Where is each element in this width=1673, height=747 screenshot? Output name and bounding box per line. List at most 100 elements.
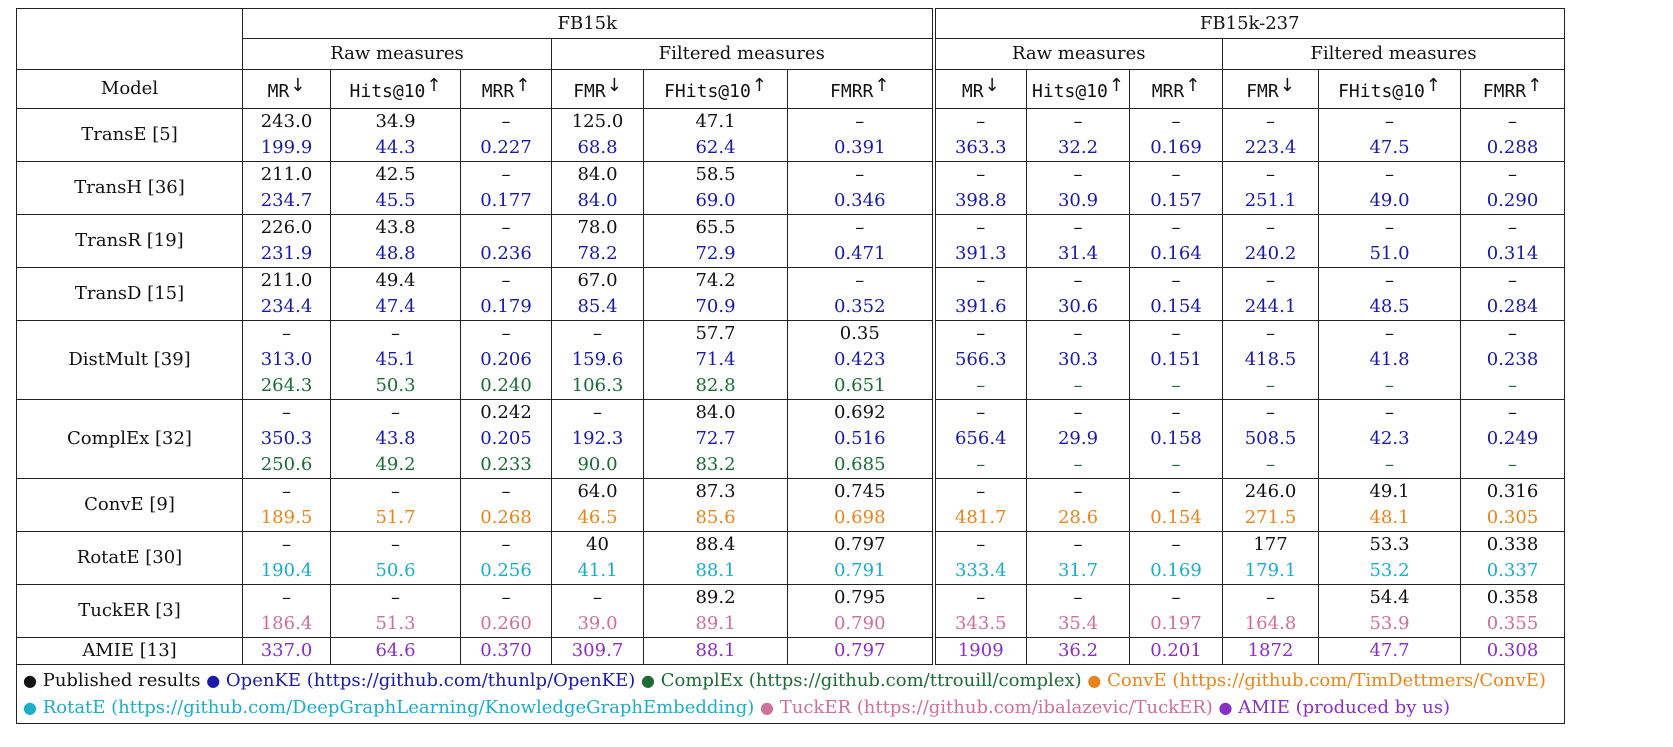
metric-value: – [501,587,511,608]
metric-value: 64.6 [375,640,416,661]
bullet-dot-icon: ● [23,671,37,690]
legend-text: AMIE (produced by us) [1238,697,1450,718]
metric-value: 0.164 [1150,243,1202,264]
metric-value: 250.6 [260,454,313,475]
legend-item: ● Published results [23,670,200,691]
metric-value: – [976,217,986,238]
metric-value: 41.8 [1369,349,1410,370]
metric-value: 30.9 [1057,190,1099,211]
metric-value: 51.0 [1369,243,1410,264]
metric-value: 65.5 [695,217,736,238]
metric-value: – [282,323,291,344]
metric-value: 43.8 [375,428,416,449]
metric-value: 243.0 [260,111,313,132]
metric-value: 36.2 [1057,640,1099,661]
metric-value: 350.3 [260,428,313,449]
metric-value: 42.3 [1369,428,1410,449]
metric-cell: 88.4 88.1 [643,531,788,585]
metric-value: – [1073,270,1083,291]
metric-value: 40 [586,534,609,555]
column-label: MR [961,81,984,102]
results-table: FB15k FB15k-237 Raw measures Filtered measu… [16,8,1565,724]
metric-cell: 0.692 0.516 0.685 [787,399,934,479]
metric-value: – [1171,375,1181,396]
metric-value: – [1171,323,1181,344]
metric-cell: – 39.0 [551,584,644,638]
table-row: TransR [19] 226.0 231.9 43.8 48.8–0.236 78.0 7… [16,214,1565,268]
metric-cell: – 418.5 – [1222,320,1319,400]
sort-direction-arrow-icon: ↑ [1527,75,1543,96]
sort-direction-arrow-icon: ↓ [984,75,1000,96]
metric-cell: 42.5 45.5 [330,161,461,215]
metric-value: – [1073,402,1083,423]
metric-cell: 78.0 78.2 [551,214,644,268]
metric-value: 45.1 [375,349,416,370]
metric-value: 0.692 [833,402,886,423]
metric-cell: – 41.8 – [1318,320,1461,400]
metric-value: 72.7 [695,428,736,449]
corner-cell [16,8,243,70]
metric-value: – [855,111,865,132]
metric-cell: – 398.8 [931,161,1027,215]
metric-value: 192.3 [571,428,624,449]
metric-value: – [593,402,602,423]
metric-value: 343.5 [954,613,1007,634]
metric-value: 391.6 [954,296,1007,317]
metric-cell: 211.0 234.4 [242,267,331,321]
metric-value: 0.260 [480,613,532,634]
metric-value: 57.7 [695,323,736,344]
metric-cell: – 0.288 [1460,108,1565,162]
metric-cell: – 0.154 [1129,478,1223,532]
metric-cell: 0.316 0.305 [1460,478,1565,532]
metric-value: – [1266,323,1275,344]
metric-cell: 211.0 234.7 [242,161,331,215]
metric-value: 0.242 [480,402,532,423]
metric-cell: – 51.3 [330,584,461,638]
metric-cell: – 391.6 [931,267,1027,321]
metric-value: 58.5 [695,164,736,185]
metric-cell: – 0.238 – [1460,320,1565,400]
metric-value: 47.1 [695,111,736,132]
metric-value: 85.4 [577,296,618,317]
group-header: Raw measures [931,38,1223,70]
metric-value: 0.305 [1486,507,1539,528]
metric-value: 0.201 [1150,640,1202,661]
metric-cell: – 50.6 [330,531,461,585]
metric-value: 1872 [1247,640,1294,661]
metric-cell: – 0.314 [1460,214,1565,268]
metric-value: – [1508,111,1517,132]
metric-value: – [1073,323,1083,344]
metric-cell: – 48.5 [1318,267,1461,321]
metric-value: 418.5 [1244,349,1297,370]
model-name: ConvE [9] [16,478,243,532]
metric-value: 0.169 [1150,137,1202,158]
metric-cell: 54.4 53.9 [1318,584,1461,638]
metric-cell: – 0.256 [460,531,552,585]
sort-direction-arrow-icon: ↓ [606,75,622,96]
metric-value: 90.0 [577,454,618,475]
metric-cell: 49.4 47.4 [330,267,461,321]
legend-cell: ● Published results ● OpenKE (https://gi… [16,664,1565,724]
metric-value: 49.1 [1369,481,1410,502]
metric-value: – [1073,217,1083,238]
metric-value: 69.0 [695,190,736,211]
metric-cell: – 333.4 [931,531,1027,585]
metric-value: 0.238 [1486,349,1539,370]
metric-value: 0.797 [833,640,886,661]
column-label: FHits@10 [664,81,751,102]
metric-cell: 0.795 0.790 [787,584,934,638]
metric-value: 50.6 [375,560,416,581]
metric-value: – [976,270,986,291]
column-header: FMR↓ [1222,69,1319,109]
metric-value: – [1266,164,1275,185]
metric-value: – [282,587,291,608]
metric-cell: – 30.3 – [1026,320,1130,400]
table-row: DistMult [39] – 313.0 264.3 – 45.1 50.3 – 0.206 0… [16,320,1565,400]
metric-cell: – 0.236 [460,214,552,268]
metric-value: 231.9 [260,243,313,264]
table-row: ConvE [9] – 189.5 – 51.7 – 0.268 64.0 46.5 87.3 85… [16,478,1565,532]
metric-value: 84.0 [577,190,618,211]
metric-value: 43.8 [375,217,416,238]
metric-cell: – 0.249 – [1460,399,1565,479]
metric-value: 0.157 [1150,190,1202,211]
